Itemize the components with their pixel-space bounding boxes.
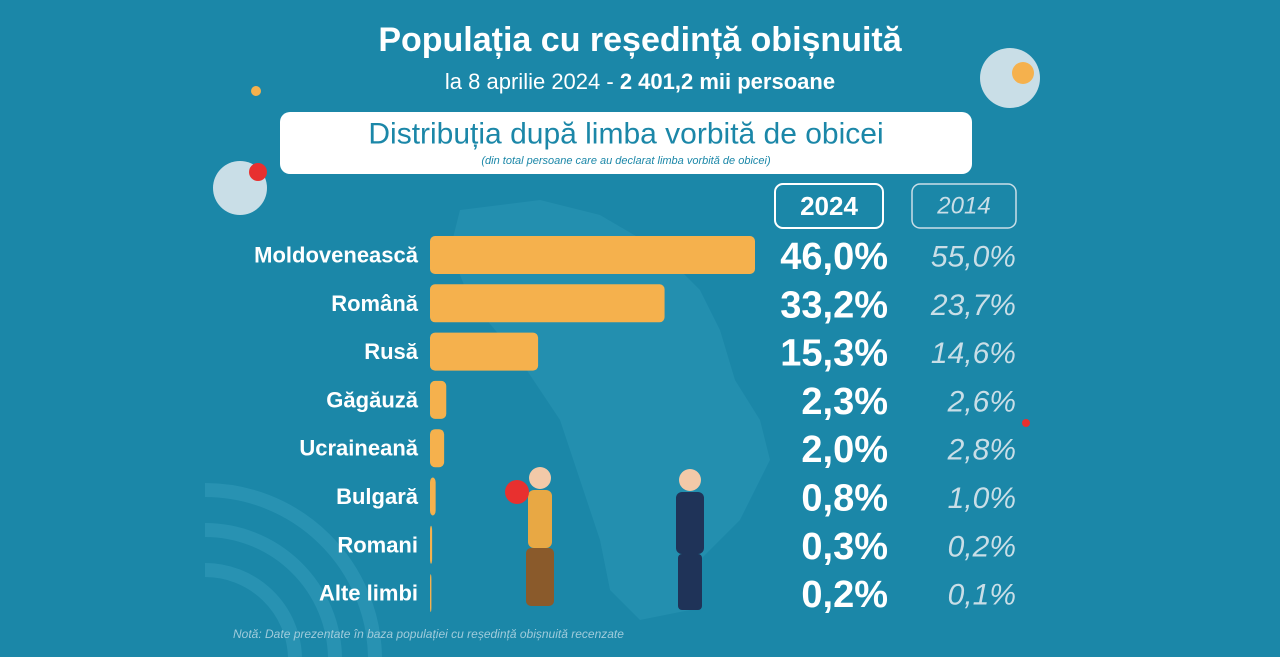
decor-dot <box>251 86 261 96</box>
category-label: Romani <box>337 532 418 557</box>
value-label-2014: 0,2% <box>948 530 1016 563</box>
decor-dot <box>1012 62 1034 84</box>
value-label-2014: 2,6% <box>947 385 1016 418</box>
decor-dot <box>1022 419 1030 427</box>
value-label: 46,0% <box>780 236 888 278</box>
value-label-2014: 14,6% <box>931 337 1016 370</box>
column-header: 2014 <box>936 193 990 220</box>
subtitle-text: la 8 aprilie 2024 - <box>445 69 614 94</box>
heading-note: (din total persoane care au declarat lim… <box>481 155 771 167</box>
category-label: Ucraineană <box>299 436 418 461</box>
title: Populația cu reședință obișnuită <box>378 21 902 59</box>
illustration <box>505 467 704 610</box>
value-label: 0,2% <box>801 574 888 616</box>
value-label-2014: 2,8% <box>947 434 1016 467</box>
header-box <box>774 183 884 229</box>
value-label-2014: 0,1% <box>948 579 1016 612</box>
decor-arcs <box>204 483 382 657</box>
category-label: Găgăuză <box>326 387 418 412</box>
bar <box>430 429 445 468</box>
value-label: 2,3% <box>801 381 888 423</box>
bar <box>430 380 447 419</box>
category-label: Alte limbi <box>319 581 418 606</box>
category-label: Rusă <box>364 339 419 364</box>
value-label: 0,8% <box>801 478 888 520</box>
value-label-2014: 1,0% <box>948 482 1016 515</box>
category-label: Bulgară <box>336 484 419 509</box>
bar <box>430 525 433 564</box>
value-label: 33,2% <box>780 284 888 326</box>
bar <box>430 332 539 371</box>
value-label: 2,0% <box>801 429 888 471</box>
note: Notă: Date prezentate în baza populației… <box>233 627 624 641</box>
category-label: Română <box>331 291 419 316</box>
value-label-2014: 55,0% <box>931 241 1016 274</box>
value-label: 0,3% <box>801 526 888 568</box>
value-label-2014: 23,7% <box>930 289 1016 322</box>
value-label: 15,3% <box>780 333 888 375</box>
bar <box>430 236 755 274</box>
heading: Distribuția după limba vorbită de obicei <box>368 118 883 151</box>
bar <box>430 284 665 323</box>
heading-box <box>280 112 972 174</box>
decor-dot <box>249 163 267 181</box>
subtitle: la 8 aprilie 2024 - 2 401,2 mii persoane <box>445 69 835 94</box>
subtitle-highlight: 2 401,2 mii persoane <box>620 69 835 94</box>
column-header: 2024 <box>800 191 858 221</box>
bar <box>430 574 432 613</box>
category-label: Moldovenească <box>254 243 419 268</box>
header-box <box>911 183 1017 229</box>
bar <box>430 477 436 516</box>
